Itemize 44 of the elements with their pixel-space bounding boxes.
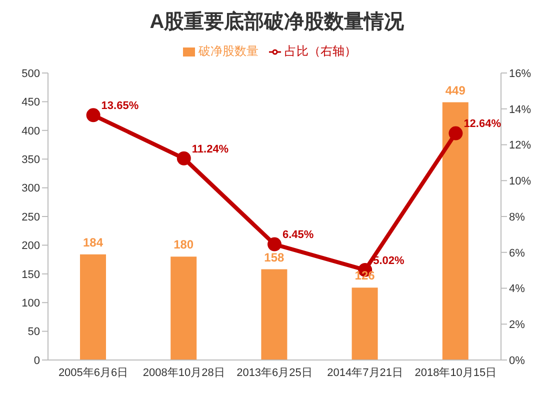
y2-tick-label: 12% xyxy=(509,140,532,152)
y2-tick-label: 6% xyxy=(509,247,526,260)
data-label: 13.65% xyxy=(101,100,139,112)
point xyxy=(448,126,463,140)
bar xyxy=(80,254,106,360)
y-tick-label: 400 xyxy=(22,125,40,138)
y2-tick-label: 8% xyxy=(509,211,526,224)
x-tick-label: 2013年6月25日 xyxy=(236,366,312,379)
y2-tick-label: 2% xyxy=(509,319,526,332)
legend-label: 破净股数量 xyxy=(198,44,258,58)
y-tick-label: 150 xyxy=(22,268,40,281)
bar xyxy=(170,256,197,360)
y2-tick-label: 16% xyxy=(509,68,532,80)
x-tick-label: 2018年10月15日 xyxy=(414,366,497,379)
y-tick-label: 0 xyxy=(34,354,40,367)
legend-label: 占比（右轴） xyxy=(284,44,356,58)
data-label: 449 xyxy=(445,83,466,98)
chart-title: A股重要底部破净股数量情况 xyxy=(148,10,406,35)
y-tick-label: 250 xyxy=(22,211,40,224)
x-tick-label: 2014年7月21日 xyxy=(327,366,404,379)
data-label: 158 xyxy=(264,250,285,264)
point xyxy=(268,237,282,252)
y-tick-label: 200 xyxy=(22,240,40,252)
y2-tick-label: 10% xyxy=(509,176,532,188)
data-label: 11.24% xyxy=(192,143,229,156)
point xyxy=(176,151,191,166)
data-label: 184 xyxy=(82,235,104,250)
y-tick-label: 100 xyxy=(22,298,40,310)
bar xyxy=(352,288,378,360)
y2-tick-label: 4% xyxy=(509,283,526,296)
y-tick-label: 350 xyxy=(22,154,40,166)
y2-tick-label: 14% xyxy=(509,104,532,116)
x-tick-label: 2005年6月6日 xyxy=(58,366,128,379)
data-label: 6.45% xyxy=(282,229,314,242)
y2-tick-label: 0% xyxy=(509,354,526,367)
data-label: 5.02% xyxy=(373,254,405,267)
bar xyxy=(261,269,288,360)
y-tick-label: 500 xyxy=(22,68,40,80)
point xyxy=(86,108,100,122)
x-tick-label: 2008年10月28日 xyxy=(142,366,225,379)
y-tick-label: 300 xyxy=(22,182,40,195)
data-label: 180 xyxy=(174,238,194,252)
y-tick-label: 50 xyxy=(28,326,40,338)
y-tick-label: 450 xyxy=(22,96,40,109)
